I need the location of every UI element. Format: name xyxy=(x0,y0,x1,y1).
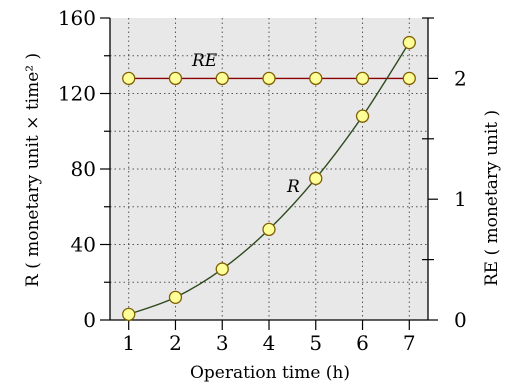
y-axis-title-right: RE ( monetary unit ) xyxy=(482,110,502,286)
x-tick-label-6: 6 xyxy=(356,331,369,355)
y-tick-label-left-120: 120 xyxy=(58,82,96,106)
x-tick-label-4: 4 xyxy=(263,331,276,355)
x-tick-label-1: 1 xyxy=(122,331,135,355)
series-markers xyxy=(122,35,416,321)
series-label-r: R xyxy=(286,177,300,197)
data-point-r-1 xyxy=(122,307,136,321)
grid-lines xyxy=(110,18,428,320)
x-tick-label-7: 7 xyxy=(403,331,416,355)
data-point-re-5 xyxy=(309,71,323,86)
tick-labels: 0 40 80 120 160 0 1 2 1 2 3 4 5 6 7 xyxy=(58,6,467,355)
data-point-r-6 xyxy=(355,109,370,123)
y-tick-label-right-1: 1 xyxy=(454,187,467,211)
y-tick-label-right-0: 0 xyxy=(454,308,467,332)
y-tick-label-left-80: 80 xyxy=(71,157,96,181)
x-tick-label-3: 3 xyxy=(216,331,229,355)
data-point-r-3 xyxy=(215,262,229,276)
data-point-re-7 xyxy=(402,71,416,86)
data-point-re-6 xyxy=(355,71,370,86)
data-point-re-4 xyxy=(262,71,276,86)
data-point-r-2 xyxy=(168,290,183,305)
series-label-re: RE xyxy=(191,51,218,71)
data-point-re-2 xyxy=(168,71,183,86)
y-tick-label-right-2: 2 xyxy=(454,66,467,90)
y-tick-label-left-40: 40 xyxy=(71,233,96,257)
x-tick-label-2: 2 xyxy=(169,331,182,355)
data-point-re-1 xyxy=(122,71,136,86)
data-point-r-4 xyxy=(262,222,276,237)
y-axis-title-left: R ( monetary unit × time² ) xyxy=(23,53,43,287)
y-tick-label-left-0: 0 xyxy=(83,308,96,332)
data-point-re-3 xyxy=(215,71,229,86)
x-axis-title: Operation time (h) xyxy=(190,363,350,383)
data-point-r-5 xyxy=(309,171,323,186)
x-tick-label-5: 5 xyxy=(309,331,322,355)
axes xyxy=(100,17,438,330)
y-tick-label-left-160: 160 xyxy=(58,6,96,30)
data-point-r-7 xyxy=(402,35,416,50)
